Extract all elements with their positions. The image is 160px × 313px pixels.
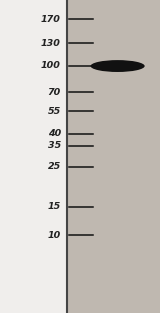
Text: 55: 55 (48, 107, 61, 115)
Text: 35: 35 (48, 141, 61, 150)
Text: 25: 25 (48, 162, 61, 171)
Text: 10: 10 (48, 231, 61, 240)
Text: 40: 40 (48, 130, 61, 138)
Text: 70: 70 (48, 88, 61, 96)
Bar (67, 0, 160, 313)
Text: 100: 100 (41, 61, 61, 70)
Text: 15: 15 (48, 202, 61, 211)
Ellipse shape (91, 60, 145, 72)
Text: 130: 130 (41, 39, 61, 48)
Bar (0, 0, 67, 313)
Text: 170: 170 (41, 15, 61, 24)
